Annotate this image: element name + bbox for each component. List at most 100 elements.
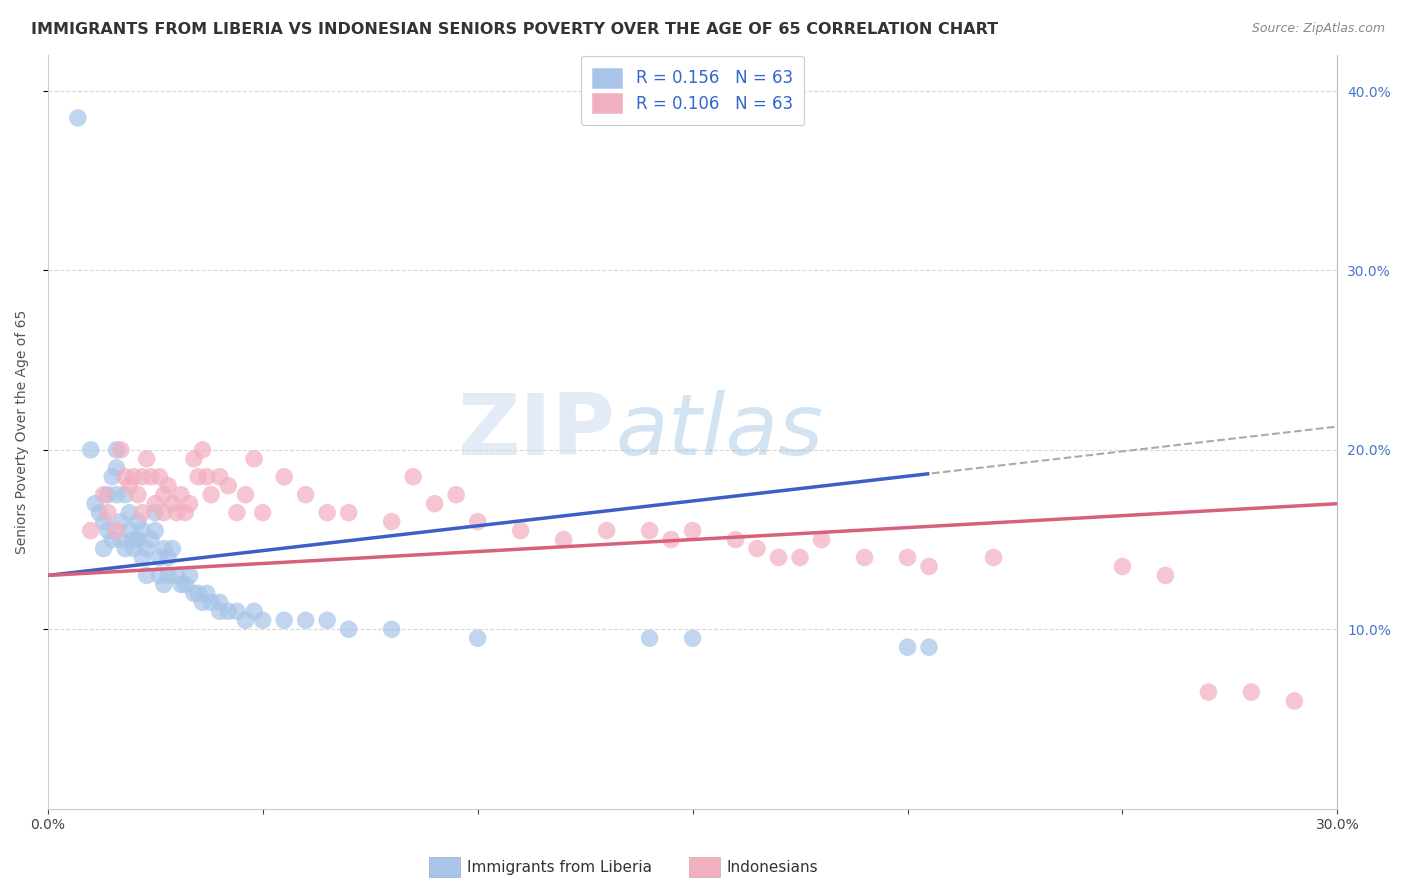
Point [157,568,180,582]
Point [509,524,531,538]
Point [896,550,918,565]
Point [252,506,274,520]
Point [225,604,247,618]
Point [114,469,136,483]
Point [122,533,145,547]
Point [273,469,295,483]
Point [97,488,120,502]
Point [105,442,128,457]
Text: atlas: atlas [616,391,823,474]
Point [80,524,103,538]
Point [682,632,704,646]
Point [174,577,197,591]
Point [110,533,132,547]
Point [337,506,360,520]
Point [118,506,141,520]
Point [89,506,111,520]
Point [97,524,120,538]
Point [110,442,132,457]
Point [191,595,214,609]
Text: Source: ZipAtlas.com: Source: ZipAtlas.com [1251,22,1385,36]
Point [122,469,145,483]
Point [183,586,205,600]
Point [243,604,266,618]
Point [187,469,209,483]
Point [166,568,188,582]
Point [157,550,180,565]
Point [153,541,176,556]
Text: Indonesians: Indonesians [727,860,818,874]
Point [162,541,184,556]
Point [166,506,188,520]
Point [195,586,218,600]
Point [174,506,197,520]
Point [789,550,811,565]
Point [810,533,832,547]
Point [148,469,170,483]
Point [235,613,257,627]
Point [93,541,115,556]
Point [273,613,295,627]
Text: IMMIGRANTS FROM LIBERIA VS INDONESIAN SENIORS POVERTY OVER THE AGE OF 65 CORRELA: IMMIGRANTS FROM LIBERIA VS INDONESIAN SE… [31,22,998,37]
Point [235,488,257,502]
Point [337,622,360,636]
Point [127,515,149,529]
Point [252,613,274,627]
Point [595,524,617,538]
Point [423,497,446,511]
Point [105,488,128,502]
Point [131,524,153,538]
Point [853,550,876,565]
Point [127,533,149,547]
Point [1284,694,1306,708]
Point [467,632,489,646]
Point [191,442,214,457]
Text: ZIP: ZIP [457,391,616,474]
Point [153,488,176,502]
Point [105,524,128,538]
Y-axis label: Seniors Poverty Over the Age of 65: Seniors Poverty Over the Age of 65 [15,310,30,554]
Point [135,451,157,466]
Point [659,533,682,547]
Point [170,488,193,502]
Point [135,568,157,582]
Point [162,497,184,511]
Point [217,479,239,493]
Point [139,533,162,547]
Point [1154,568,1177,582]
Point [183,451,205,466]
Point [157,479,180,493]
Point [148,550,170,565]
Point [316,613,339,627]
Point [467,515,489,529]
Point [101,469,124,483]
Point [131,469,153,483]
Point [208,595,231,609]
Point [170,577,193,591]
Point [84,497,107,511]
Point [896,640,918,655]
Point [139,469,162,483]
Text: Immigrants from Liberia: Immigrants from Liberia [467,860,652,874]
Point [131,506,153,520]
Point [110,515,132,529]
Legend: R = 0.156   N = 63, R = 0.106   N = 63: R = 0.156 N = 63, R = 0.106 N = 63 [581,56,804,125]
Point [1197,685,1219,699]
Point [114,488,136,502]
Point [200,595,222,609]
Point [97,506,120,520]
Point [294,488,316,502]
Point [381,515,404,529]
Point [105,460,128,475]
Point [118,479,141,493]
Point [148,568,170,582]
Point [724,533,747,547]
Point [143,497,166,511]
Point [768,550,790,565]
Point [93,515,115,529]
Point [66,111,89,125]
Point [208,469,231,483]
Point [143,506,166,520]
Point [143,524,166,538]
Point [918,640,941,655]
